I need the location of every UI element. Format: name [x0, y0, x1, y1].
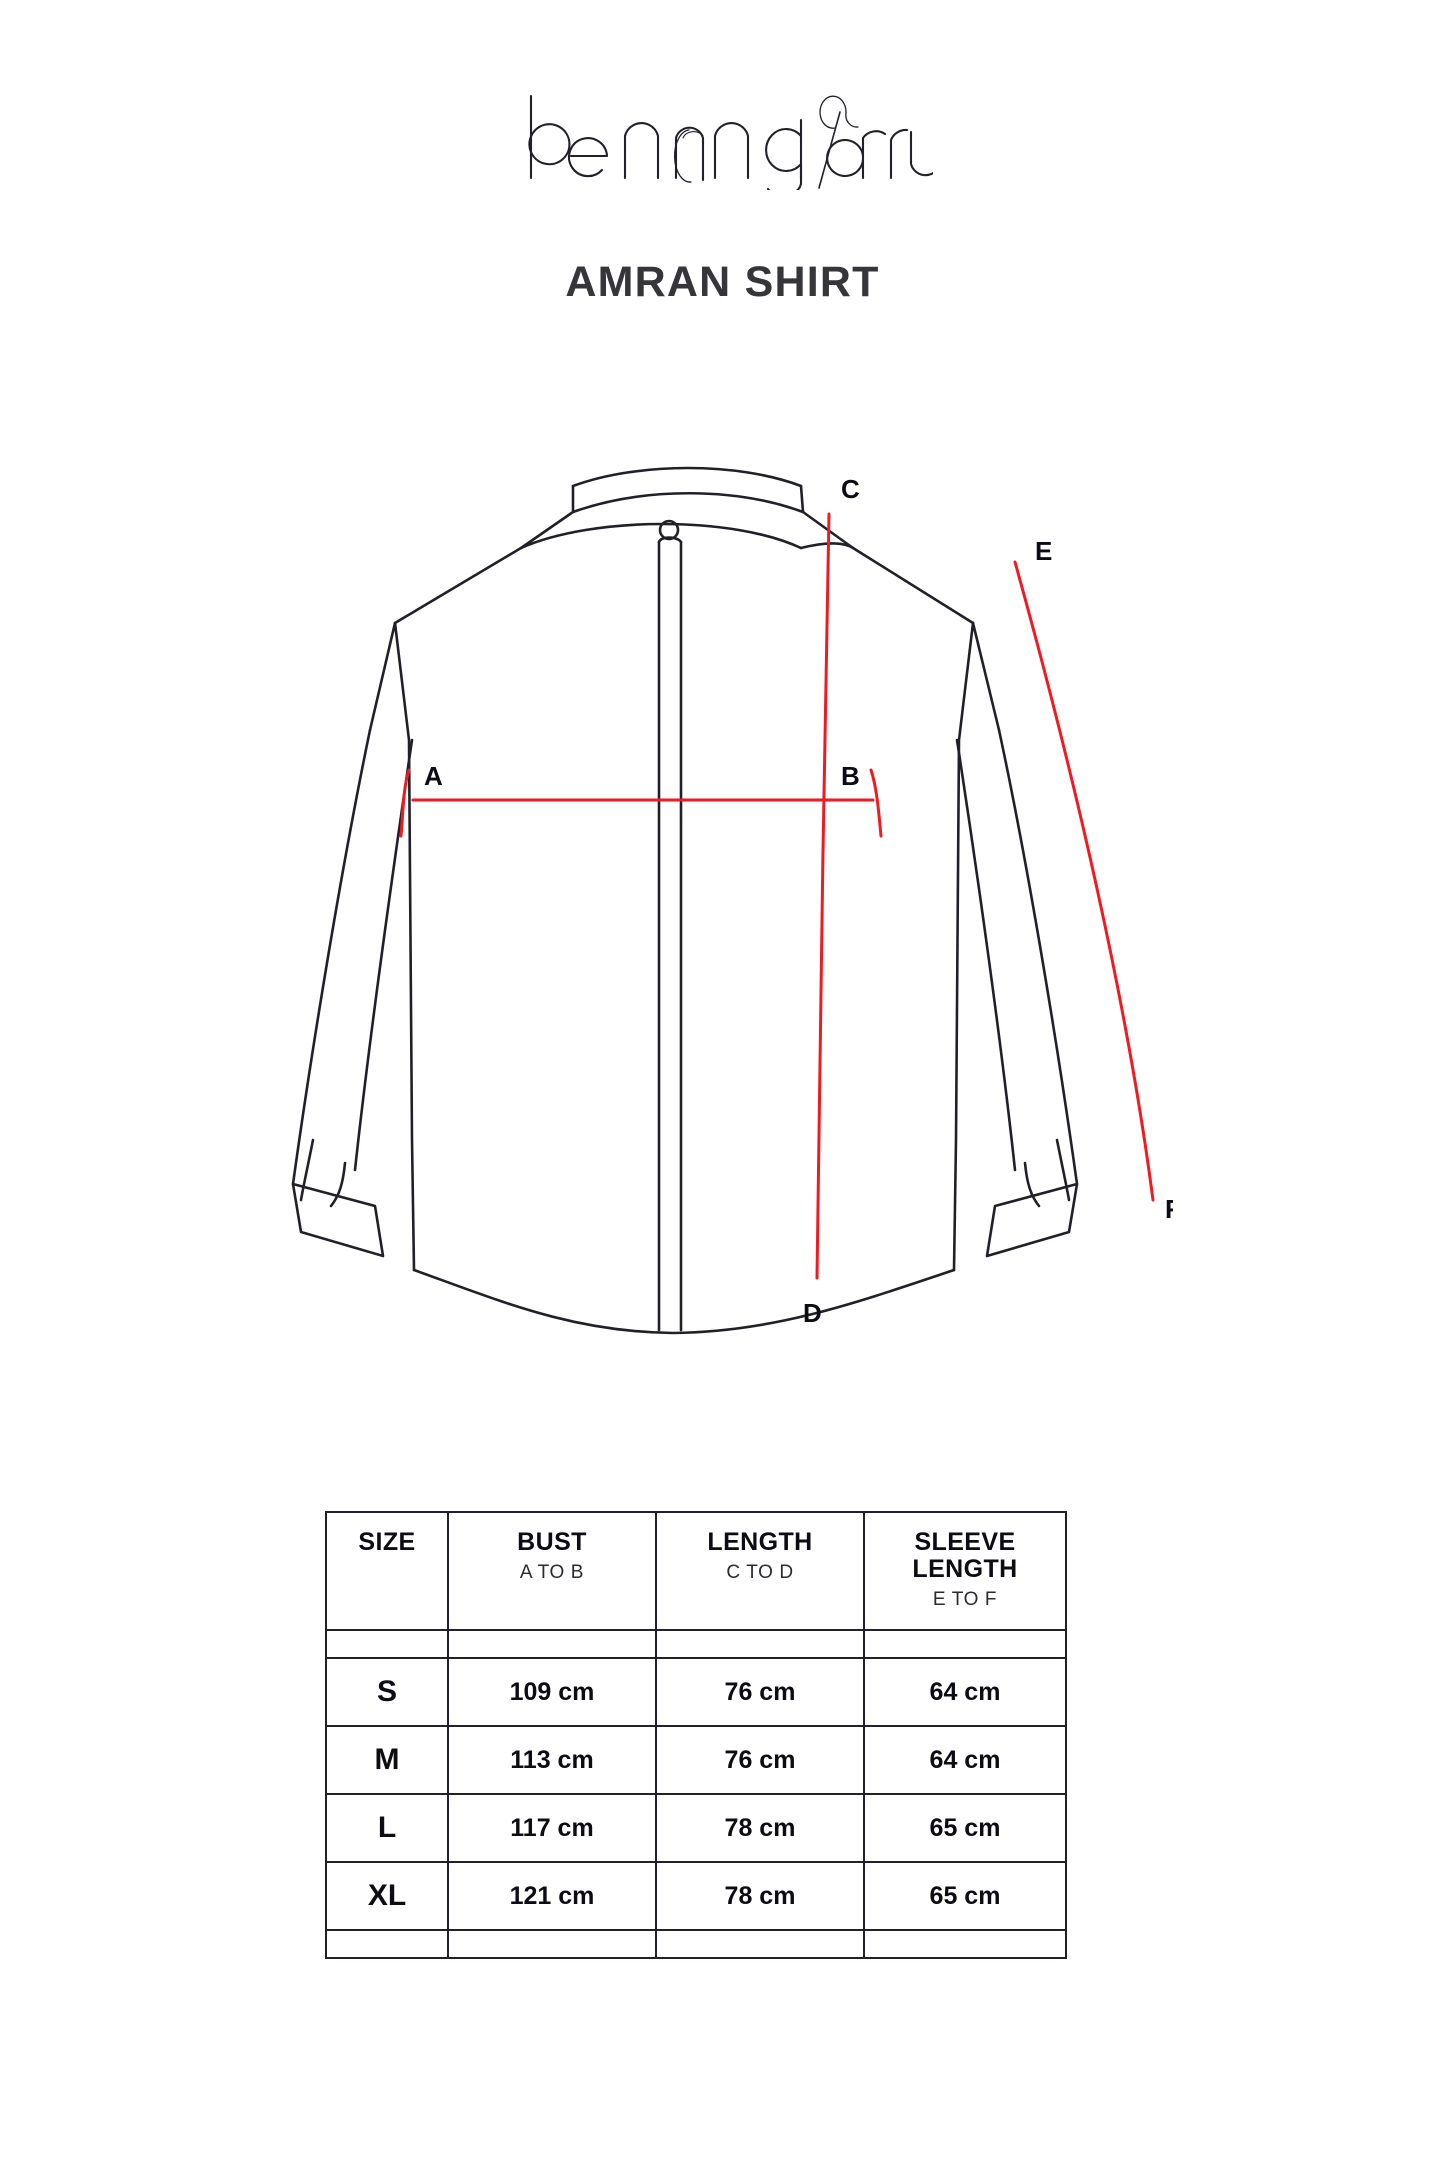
row-length: 76 cm [655, 1725, 865, 1795]
shoulder-right [851, 546, 974, 625]
table-row: L 117 cm 78 cm 65 cm [325, 1793, 1067, 1863]
row-length: 76 cm [655, 1657, 865, 1727]
spacer-cell [655, 1630, 865, 1658]
row-size: M [325, 1725, 449, 1795]
row-size: L [325, 1793, 449, 1863]
spacer-cell [325, 1930, 449, 1958]
cuff-left [291, 1182, 384, 1258]
header-sleeve-main: SLEEVE LENGTH [912, 1528, 1018, 1583]
label-point-a: A [424, 761, 443, 791]
sleeve-left-pleat-b [329, 1161, 346, 1208]
row-bust: 117 cm [447, 1793, 657, 1863]
row-length: 78 cm [655, 1861, 865, 1931]
header-length-main: LENGTH [707, 1528, 813, 1556]
row-bust: 109 cm [447, 1657, 657, 1727]
placket-top [657, 536, 682, 544]
sleeve-right-pleat-a [1055, 1138, 1070, 1202]
sleeve-left-outer [291, 728, 371, 1186]
measure-cap-b [869, 768, 882, 838]
sleeve-right-outer [997, 728, 1078, 1186]
size-table-body: S 109 cm 76 cm 64 cm M 113 cm 76 cm 64 c… [325, 1630, 1067, 1958]
row-size: XL [325, 1861, 449, 1931]
table-row: XL 121 cm 78 cm 65 cm [325, 1861, 1067, 1931]
brand-wordmark-strokes [527, 94, 933, 190]
measure-line-e-to-f [1013, 560, 1154, 1202]
header-sleeve-sub: E TO F [932, 1589, 998, 1610]
header-cell-size: SIZE [325, 1511, 449, 1631]
row-size: S [325, 1657, 449, 1727]
row-length: 78 cm [655, 1793, 865, 1863]
header-bust-main: BUST [517, 1528, 587, 1556]
table-header-row: SIZE BUST A TO B LENGTH C TO D SLEEVE LE… [325, 1511, 1067, 1631]
side-seam-left [393, 621, 415, 1272]
spacer-cell [655, 1930, 865, 1958]
side-seam-right [952, 621, 974, 1272]
label-point-e: E [1035, 536, 1052, 566]
collar-top-edge [571, 466, 802, 488]
table-row: S 109 cm 76 cm 64 cm [325, 1657, 1067, 1727]
garment-illustration: C E A B D F [0, 440, 1445, 1450]
armhole-left-outer [368, 621, 396, 732]
collar-inner-seam [571, 491, 804, 514]
header-bust-sub: A TO B [519, 1562, 585, 1583]
row-bust: 121 cm [447, 1861, 657, 1931]
table-row: M 113 cm 76 cm 64 cm [325, 1725, 1067, 1795]
spacer-cell [447, 1630, 657, 1658]
header-cell-sleeve: SLEEVE LENGTH E TO F [863, 1511, 1067, 1631]
page-title: AMRAN SHIRT [565, 258, 880, 306]
table-top-spacer [325, 1630, 1067, 1658]
collar-band-right-lower [799, 542, 854, 550]
label-point-d: D [803, 1298, 822, 1328]
row-sleeve: 64 cm [863, 1657, 1067, 1727]
table-bottom-spacer [325, 1930, 1067, 1958]
shirt-outline [519, 466, 854, 550]
row-sleeve: 64 cm [863, 1725, 1067, 1795]
shoulder-left [393, 546, 522, 625]
header-size-main: SIZE [358, 1528, 416, 1556]
measure-cap-a [399, 768, 410, 838]
measurement-lines [399, 512, 1154, 1280]
sleeve-right-pleat-b [1023, 1161, 1040, 1208]
spacer-cell [863, 1630, 1067, 1658]
size-table: SIZE BUST A TO B LENGTH C TO D SLEEVE LE… [325, 1511, 1067, 1959]
size-table-container: SIZE BUST A TO B LENGTH C TO D SLEEVE LE… [325, 1511, 1067, 1959]
armhole-right-outer [971, 621, 1000, 732]
spacer-cell [325, 1630, 449, 1658]
sleeve-right-inner [955, 738, 1016, 1172]
header-length-sub: C TO D [726, 1562, 794, 1583]
spacer-cell [447, 1930, 657, 1958]
row-sleeve: 65 cm [863, 1861, 1067, 1931]
header-cell-bust: BUST A TO B [447, 1511, 657, 1631]
hem-curve [412, 1268, 955, 1335]
row-bust: 113 cm [447, 1725, 657, 1795]
label-point-f: F [1165, 1194, 1173, 1224]
row-sleeve: 65 cm [863, 1793, 1067, 1863]
label-point-c: C [841, 474, 860, 504]
collar-button-icon [658, 519, 679, 541]
spacer-cell [863, 1930, 1067, 1958]
brand-logo [0, 60, 1445, 190]
header-cell-length: LENGTH C TO D [655, 1511, 865, 1631]
label-point-b: B [841, 761, 860, 791]
sleeve-left-pleat-a [299, 1138, 314, 1202]
cuff-right [985, 1182, 1078, 1258]
measure-line-c-to-d [815, 512, 830, 1280]
